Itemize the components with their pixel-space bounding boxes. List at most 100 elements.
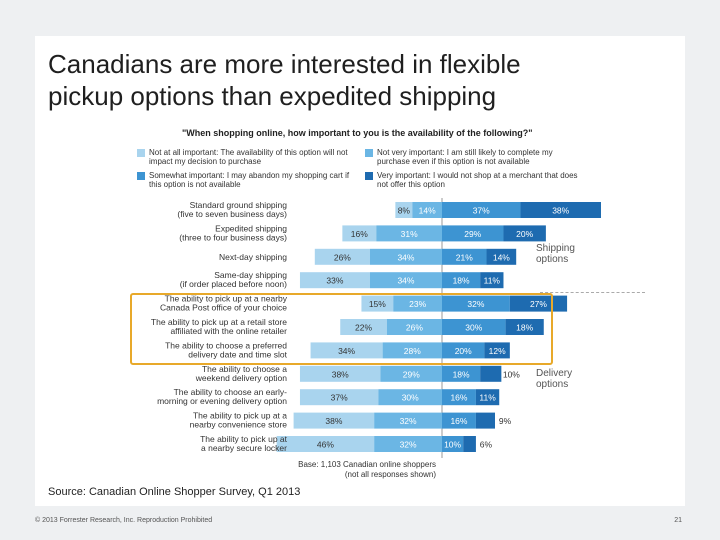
base-note: Base: 1,103 Canadian online shoppers (no… xyxy=(298,460,436,479)
legend-swatch xyxy=(365,172,373,180)
legend-item-very: Very important: I would not shop at a me… xyxy=(365,171,587,189)
bar-not-very-important xyxy=(380,365,442,382)
category-label: nearby convenience store xyxy=(190,420,288,430)
bar-not-at-all-important xyxy=(314,248,370,265)
legend-item-not-at-all: Not at all important: The availability o… xyxy=(137,148,359,166)
data-label: 8% xyxy=(398,206,411,216)
bar-not-very-important xyxy=(369,248,442,265)
data-label: 34% xyxy=(397,276,414,286)
legend-item-not-very: Not very important: I am still likely to… xyxy=(365,148,587,166)
bar-not-at-all-important xyxy=(310,342,383,359)
category-label: (if order placed before noon) xyxy=(180,279,287,289)
legend-swatch xyxy=(365,149,373,157)
bar-not-very-important xyxy=(382,342,442,359)
data-label: 20% xyxy=(516,229,533,239)
bar-not-very-important xyxy=(378,389,442,406)
data-label: 38% xyxy=(552,206,569,216)
bar-somewhat-important xyxy=(442,389,476,406)
category-label: (three to four business days) xyxy=(179,232,287,242)
bar-very-important xyxy=(520,202,601,218)
bar-very-important xyxy=(463,436,476,452)
data-label: 10% xyxy=(444,440,461,450)
category-label: delivery date and time slot xyxy=(188,349,287,359)
data-label: 15% xyxy=(369,299,386,309)
category-label: affiliated with the online retailer xyxy=(170,326,287,336)
bar-very-important xyxy=(475,389,500,406)
bar-somewhat-important xyxy=(442,272,481,289)
bar-not-at-all-important xyxy=(293,412,375,429)
bar-not-very-important xyxy=(374,412,442,429)
title-line-1: Canadians are more interested in flexibl… xyxy=(48,49,521,79)
copyright-footer: © 2013 Forrester Research, Inc. Reproduc… xyxy=(35,517,213,524)
category-label: The ability to pick up at a retail store xyxy=(151,317,287,327)
title-line-2: pickup options than expedited shipping xyxy=(48,81,497,111)
data-label: 16% xyxy=(450,393,467,403)
data-label: 32% xyxy=(467,299,484,309)
bar-very-important xyxy=(480,272,504,289)
data-label: 20% xyxy=(455,346,472,356)
data-label: 33% xyxy=(326,276,343,286)
data-label: 46% xyxy=(317,440,334,450)
bar-somewhat-important xyxy=(442,365,481,382)
data-label: 14% xyxy=(419,206,436,216)
group-label-delivery: Delivery options xyxy=(536,368,573,390)
bar-somewhat-important xyxy=(442,225,504,242)
bar-not-at-all-important xyxy=(361,295,394,312)
legend-label: Somewhat important: I may abandon my sho… xyxy=(149,171,350,189)
category-label: The ability to choose a xyxy=(202,364,287,374)
group-divider xyxy=(540,292,645,293)
legend-swatch xyxy=(137,172,145,180)
bar-very-important xyxy=(503,225,546,242)
category-label: (five to seven business days) xyxy=(177,209,287,219)
data-label: 26% xyxy=(406,323,423,333)
data-label: 29% xyxy=(464,229,481,239)
legend-swatch xyxy=(137,149,145,157)
data-label: 16% xyxy=(450,416,467,426)
page-number: 21 xyxy=(674,517,682,524)
bar-very-important xyxy=(505,319,544,335)
legend-item-somewhat: Somewhat important: I may abandon my sho… xyxy=(137,171,361,189)
category-label: The ability to pick up at a xyxy=(193,411,287,421)
bar-very-important xyxy=(475,412,495,429)
bar-not-at-all-important xyxy=(299,389,379,406)
data-label: 18% xyxy=(453,276,470,286)
bar-somewhat-important xyxy=(442,295,510,312)
bar-somewhat-important xyxy=(442,342,485,359)
group-label-shipping: Shipping options xyxy=(536,243,575,265)
data-label: 11% xyxy=(484,276,501,286)
data-label: 32% xyxy=(400,416,417,426)
bar-not-very-important xyxy=(386,319,442,335)
bar-not-very-important xyxy=(412,202,442,218)
bar-somewhat-important xyxy=(442,319,506,335)
data-label: 27% xyxy=(530,299,547,309)
bar-not-at-all-important xyxy=(395,202,413,218)
category-label: Canada Post office of your choice xyxy=(160,303,287,313)
legend-label: Very important: I would not shop at a me… xyxy=(377,171,578,189)
data-label: 16% xyxy=(351,229,368,239)
category-label: weekend delivery option xyxy=(195,373,287,383)
data-label: 38% xyxy=(332,369,349,379)
bar-somewhat-important xyxy=(442,412,476,429)
data-label: 6% xyxy=(480,440,493,450)
data-label: 29% xyxy=(403,369,420,379)
data-label: 34% xyxy=(338,346,355,356)
data-label: 14% xyxy=(493,252,510,262)
bar-very-important xyxy=(484,342,510,359)
source-note: Source: Canadian Online Shopper Survey, … xyxy=(48,486,301,498)
bar-not-very-important xyxy=(369,272,442,289)
bar-not-very-important xyxy=(393,295,442,312)
data-label: 28% xyxy=(404,346,421,356)
bar-not-at-all-important xyxy=(340,319,387,335)
category-label: The ability to pick up at xyxy=(200,434,288,444)
bar-not-at-all-important xyxy=(276,436,375,452)
category-label: Expedited shipping xyxy=(215,223,287,233)
page-title: Canadians are more interested in flexibl… xyxy=(48,48,688,112)
data-label: 18% xyxy=(516,323,533,333)
category-label: The ability to choose an early- xyxy=(174,387,288,397)
data-label: 30% xyxy=(465,323,482,333)
bar-not-at-all-important xyxy=(299,272,370,289)
legend-label: Not very important: I am still likely to… xyxy=(377,148,553,166)
bar-somewhat-important xyxy=(442,202,521,218)
category-label: morning or evening delivery option xyxy=(157,396,287,406)
